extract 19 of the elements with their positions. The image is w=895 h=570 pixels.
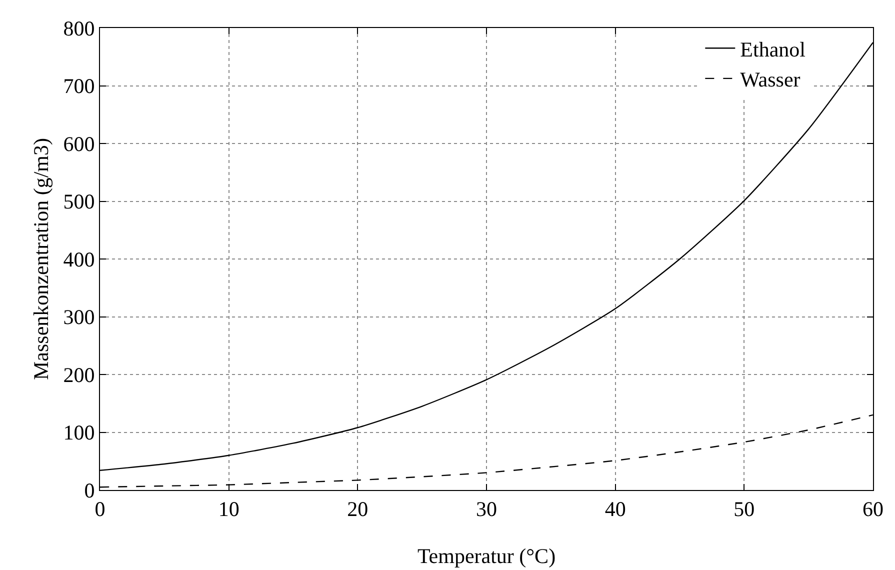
x-tick-label: 10 bbox=[218, 497, 240, 522]
x-tick-label: 20 bbox=[347, 497, 368, 522]
y-tick-label: 0 bbox=[84, 478, 95, 502]
y-tick-label: 200 bbox=[63, 362, 95, 387]
y-tick-label: 300 bbox=[63, 305, 95, 330]
x-tick-label: 40 bbox=[604, 497, 626, 522]
x-tick-label: 60 bbox=[862, 497, 884, 522]
legend-label: Wasser bbox=[740, 68, 800, 92]
y-tick-label: 800 bbox=[63, 16, 95, 40]
y-axis-title: Massenkonzentration (g/m3) bbox=[29, 138, 53, 380]
x-tick-label: 30 bbox=[476, 497, 497, 522]
legend-label: Ethanol bbox=[740, 37, 806, 62]
y-tick-label: 500 bbox=[63, 190, 95, 214]
x-tick-label: 50 bbox=[734, 497, 755, 522]
y-tick-label: 400 bbox=[63, 247, 95, 272]
x-axis-title: Temperatur (°C) bbox=[417, 544, 556, 568]
y-tick-label: 100 bbox=[63, 420, 95, 445]
y-tick-label: 700 bbox=[63, 74, 95, 98]
y-tick-label: 600 bbox=[63, 132, 95, 156]
